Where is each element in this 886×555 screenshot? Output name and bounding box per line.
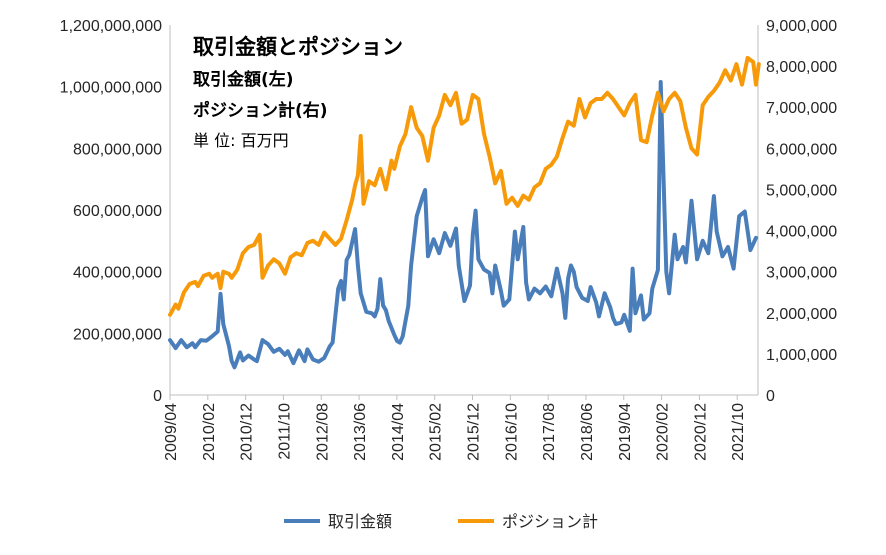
x-tick-label: 2013/06	[352, 403, 369, 461]
right-tick-label: 7,000,000	[766, 100, 837, 117]
right-axis-ticks: 0 1,000,000 2,000,000 3,000,000 4,000,000 5,0…	[766, 18, 837, 405]
legend-label-trade: 取引金額	[328, 512, 392, 531]
subtitle-left: 取引金額(左)	[193, 69, 294, 90]
left-tick-label: 400,000,000	[73, 265, 162, 282]
subtitle-right: ポジション計(右)	[193, 100, 328, 121]
right-tick-label: 9,000,000	[766, 18, 837, 35]
x-tick-label: 2015/12	[466, 403, 483, 461]
x-tick-label: 2011/10	[276, 403, 293, 460]
unit-label: 単 位: 百万円	[193, 131, 289, 150]
x-tick-label: 2021/10	[730, 403, 747, 461]
legend-label-position: ポジション計	[502, 512, 598, 531]
x-axis-ticks: 2009/04 2010/02 2010/12 2011/10 2012/08 2013/…	[163, 395, 747, 461]
legend: 取引金額 ポジション計	[284, 512, 598, 531]
left-axis-ticks: 0 200,000,000 400,000,000 600,000,000 800,00…	[60, 18, 162, 405]
right-tick-label: 8,000,000	[766, 59, 837, 76]
x-tick-label: 2020/12	[692, 403, 709, 461]
x-tick-label: 2015/02	[428, 403, 445, 461]
series-lines	[168, 55, 761, 370]
x-tick-label: 2020/02	[655, 403, 672, 461]
axes	[169, 25, 759, 396]
left-tick-label: 0	[153, 388, 162, 405]
left-tick-label: 200,000,000	[73, 326, 162, 343]
x-tick-label: 2018/06	[579, 403, 596, 461]
right-tick-label: 2,000,000	[766, 306, 837, 323]
x-tick-label: 2019/04	[617, 403, 634, 461]
right-tick-label: 0	[766, 388, 775, 405]
x-tick-label: 2010/02	[201, 403, 218, 461]
x-tick-label: 2014/04	[390, 403, 407, 461]
x-tick-label: 2017/08	[541, 403, 558, 461]
right-tick-label: 3,000,000	[766, 265, 837, 282]
chart-title: 取引金額とポジション	[193, 35, 403, 59]
right-tick-label: 4,000,000	[766, 224, 837, 241]
left-tick-label: 600,000,000	[73, 203, 162, 220]
left-tick-label: 800,000,000	[73, 141, 162, 158]
left-tick-label: 1,200,000,000	[60, 18, 162, 35]
x-tick-label: 2016/10	[503, 403, 520, 461]
right-tick-label: 1,000,000	[766, 347, 837, 364]
left-tick-label: 1,000,000,000	[60, 80, 162, 97]
x-tick-label: 2012/08	[314, 403, 331, 461]
right-tick-label: 6,000,000	[766, 141, 837, 158]
x-tick-label: 2009/04	[163, 403, 180, 461]
x-tick-label: 2010/12	[239, 403, 256, 461]
series-line-trade-amount	[168, 80, 758, 370]
series-line-position-total	[168, 55, 761, 317]
right-tick-label: 5,000,000	[766, 182, 837, 199]
